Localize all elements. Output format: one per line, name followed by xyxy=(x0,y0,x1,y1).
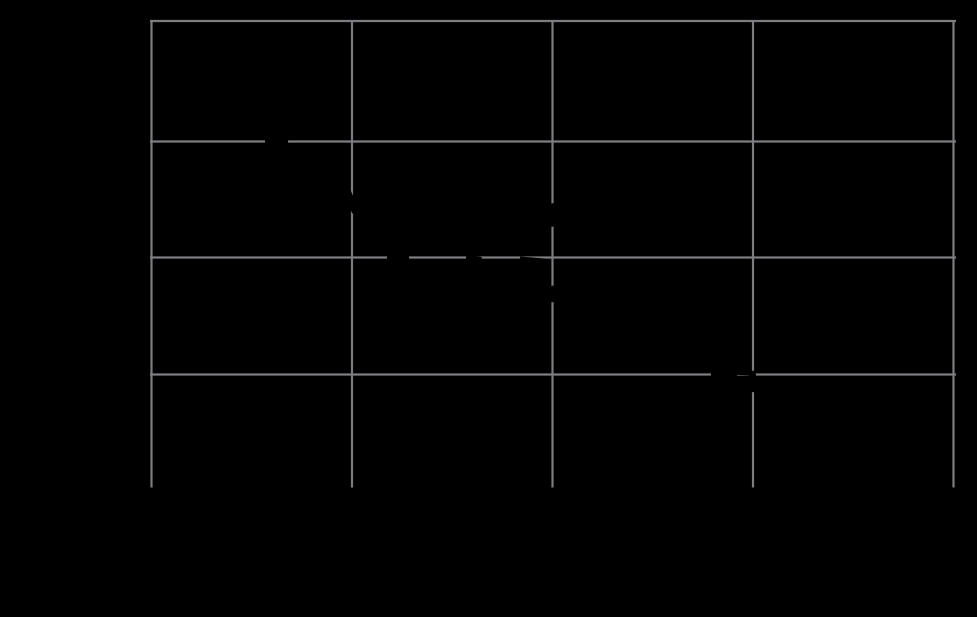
data-line-dash xyxy=(545,202,560,228)
dashed-data-line-segments xyxy=(264,137,758,393)
vertical-gridlines xyxy=(150,20,955,488)
data-line-dash xyxy=(386,254,410,262)
data-line-dash xyxy=(545,285,560,303)
data-line-dash xyxy=(465,255,482,263)
data-line-dash xyxy=(710,370,738,380)
data-line-dash xyxy=(343,190,360,214)
data-line-dash xyxy=(519,256,545,265)
data-line-dash xyxy=(748,370,758,393)
data-line-dash xyxy=(264,137,289,145)
